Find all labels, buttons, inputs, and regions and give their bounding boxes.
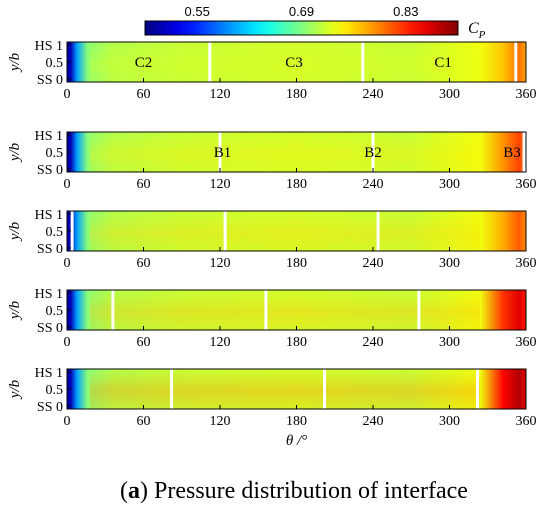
colorbar-tick-label: 0.69 (289, 4, 314, 19)
x-tick-label: 300 (439, 177, 460, 192)
wake-line (323, 369, 327, 409)
x-tick-label: 300 (439, 256, 460, 271)
y-tick-label: HS 1 (35, 208, 63, 223)
wake-line (476, 369, 480, 409)
x-tick-label: 300 (439, 414, 460, 429)
wake-line (264, 290, 268, 330)
wake-line (514, 42, 518, 82)
x-tick-label: 360 (516, 414, 537, 429)
wake-line (218, 132, 222, 172)
colorbar-label: CP (468, 20, 486, 41)
y-axis-label: y/b (7, 300, 23, 321)
wake-line (361, 42, 365, 82)
x-tick-label: 60 (137, 414, 151, 429)
wake-line (371, 132, 375, 172)
x-tick-label: 0 (64, 414, 71, 429)
y-tick-label: 0.5 (46, 225, 64, 240)
x-tick-label: 0 (64, 335, 71, 350)
wake-line (208, 42, 212, 82)
caption-text: Pressure distribution of interface (148, 478, 468, 504)
y-tick-label: SS 0 (37, 321, 63, 336)
panel-annotation: C1 (434, 55, 452, 71)
panel-tint (89, 42, 481, 82)
y-tick-label: 0.5 (46, 146, 64, 161)
x-tick-label: 300 (439, 87, 460, 102)
x-tick-label: 0 (64, 87, 71, 102)
x-tick-label: 120 (210, 87, 231, 102)
x-tick-label: 60 (137, 256, 151, 271)
x-tick-label: 360 (516, 335, 537, 350)
y-tick-label: HS 1 (35, 366, 63, 381)
panel-tint (89, 132, 481, 172)
wake-line (170, 369, 174, 409)
x-tick-label: 120 (210, 256, 231, 271)
wake-line (376, 211, 380, 251)
y-tick-label: HS 1 (35, 129, 63, 144)
wake-line (70, 211, 74, 251)
panel-annotation: B1 (214, 145, 232, 161)
x-tick-label: 360 (516, 87, 537, 102)
x-tick-label: 120 (210, 335, 231, 350)
y-axis-label: y/b (7, 142, 23, 163)
x-tick-label: 240 (363, 256, 384, 271)
x-tick-label: 300 (439, 335, 460, 350)
x-tick-label: 240 (363, 414, 384, 429)
x-tick-label: 180 (286, 414, 307, 429)
x-tick-label: 180 (286, 335, 307, 350)
caption-label: a (128, 478, 140, 504)
x-tick-label: 240 (363, 335, 384, 350)
colorbar (144, 20, 459, 36)
panel-tint (89, 211, 481, 251)
y-axis-label: y/b (7, 379, 23, 400)
panel-tint (89, 369, 481, 409)
y-tick-label: SS 0 (37, 73, 63, 88)
x-tick-label: 240 (363, 177, 384, 192)
x-tick-label: 180 (286, 177, 307, 192)
wake-line (522, 132, 526, 172)
colorbar-tick-label: 0.83 (393, 4, 418, 19)
x-tick-label: 360 (516, 177, 537, 192)
wake-line (223, 211, 227, 251)
x-tick-label: 180 (286, 87, 307, 102)
y-tick-label: 0.5 (46, 304, 64, 319)
x-tick-label: 60 (137, 87, 151, 102)
y-axis-label: y/b (7, 52, 23, 73)
y-tick-label: SS 0 (37, 163, 63, 178)
wake-line (417, 290, 421, 330)
y-tick-label: HS 1 (35, 287, 63, 302)
colorbar-label-subscript: P (478, 29, 486, 41)
figure-caption: (a) Pressure distribution of interface (120, 478, 468, 504)
x-tick-label: 360 (516, 256, 537, 271)
x-tick-label: 240 (363, 87, 384, 102)
x-tick-label: 60 (137, 177, 151, 192)
colorbar-tick-label: 0.55 (185, 4, 210, 19)
y-axis-label: y/b (7, 221, 23, 242)
x-tick-label: 120 (210, 177, 231, 192)
panel-annotation: B2 (364, 145, 382, 161)
wake-line (111, 290, 115, 330)
panel-tint (89, 290, 481, 330)
y-tick-label: HS 1 (35, 39, 63, 54)
y-tick-label: 0.5 (46, 56, 64, 71)
y-tick-label: SS 0 (37, 242, 63, 257)
x-tick-label: 180 (286, 256, 307, 271)
panel-annotation: B3 (503, 145, 521, 161)
x-axis-label: θ /° (286, 433, 307, 449)
x-tick-label: 60 (137, 335, 151, 350)
y-tick-label: SS 0 (37, 400, 63, 415)
x-tick-label: 0 (64, 177, 71, 192)
x-tick-label: 120 (210, 414, 231, 429)
y-tick-label: 0.5 (46, 383, 64, 398)
panel-annotation: C2 (135, 55, 153, 71)
panel-annotation: C3 (285, 55, 303, 71)
x-tick-label: 0 (64, 256, 71, 271)
